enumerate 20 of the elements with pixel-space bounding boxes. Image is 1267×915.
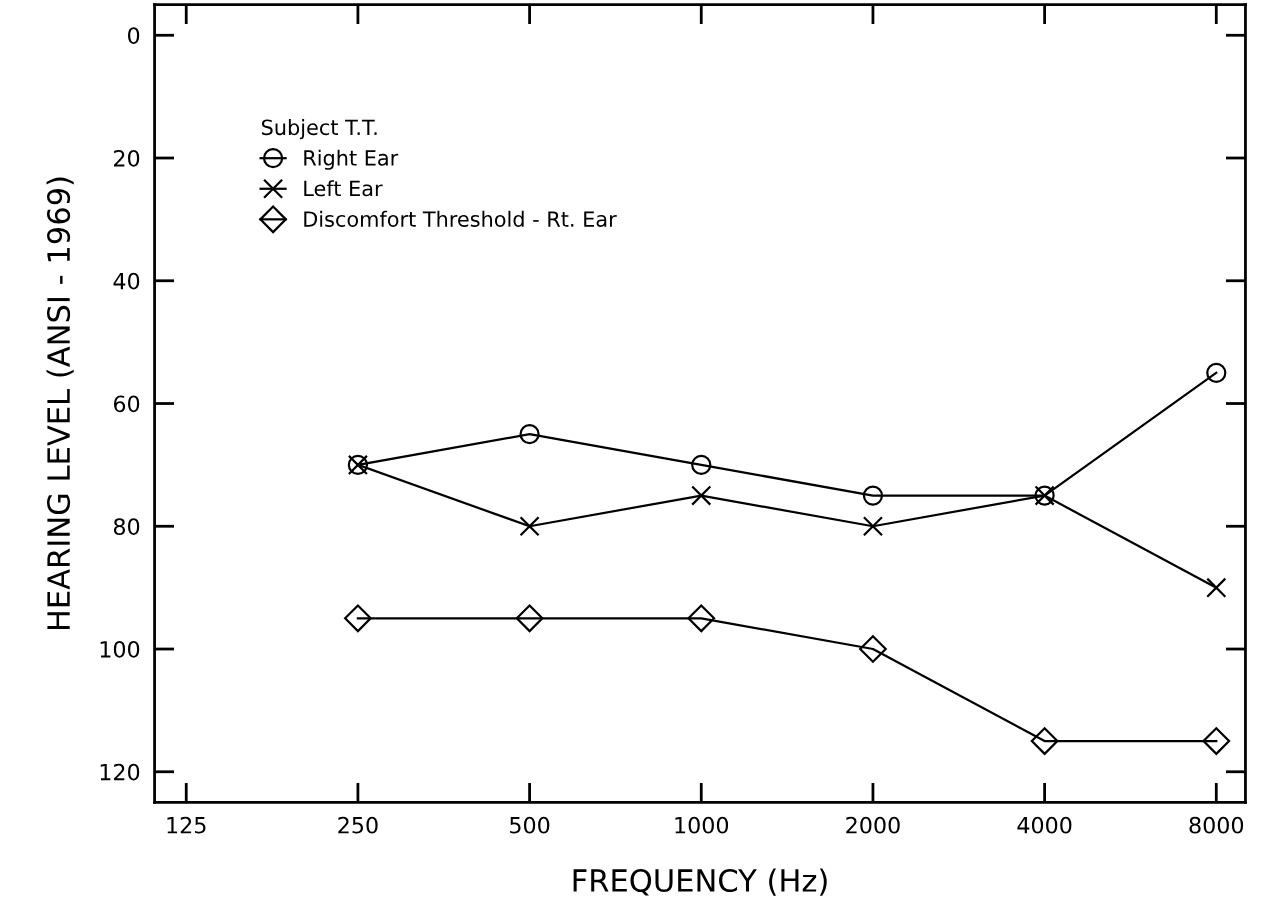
legend-title: Subject T.T. [261,119,377,140]
legend-label: Discomfort Threshold - Rt. Ear [304,210,617,227]
y-tick-label: 120 [100,763,140,781]
legend-label: Left Ear [304,180,383,197]
y-tick-label: 40 [113,272,140,290]
y-tick-label: 60 [113,395,140,413]
x-tick-label: 2000 [846,816,900,834]
x-tick-label: 500 [510,816,550,834]
x-tick-label: 4000 [1017,816,1072,834]
x-axis-title: FREQUENCY (Hz) [573,868,827,896]
legend-label: Right Ear [304,149,399,170]
x-tick-label: 1000 [675,816,729,834]
x-tick-label: 125 [167,816,206,834]
y-axis-title: HEARING LEVEL (ANSI - 1969) [46,177,74,630]
x-tick-label: 250 [338,816,378,834]
y-tick-label: 20 [114,149,140,167]
x-tick-label: 8000 [1189,816,1244,834]
y-tick-label: 80 [113,518,140,536]
y-tick-label: 0 [128,27,140,45]
y-tick-label: 100 [100,640,140,658]
